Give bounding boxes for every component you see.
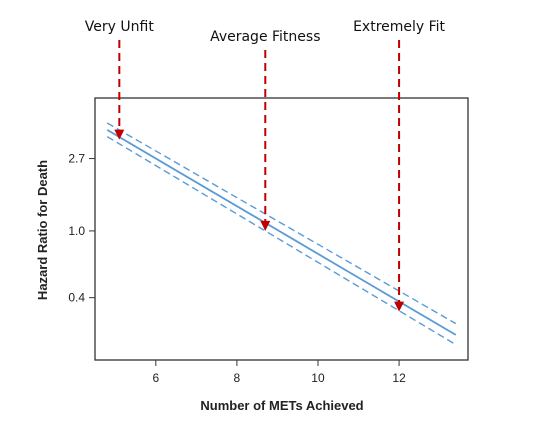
x-tick-label: 8 [234, 371, 241, 385]
annotation-average-fitness: Average Fitness [210, 29, 320, 45]
series-line-lower-ci [106, 135, 457, 346]
series-line-upper-ci [106, 122, 457, 325]
y-tick-label: 0.4 [68, 291, 85, 305]
arrowhead-icon [394, 301, 405, 312]
y-tick-label: 2.7 [68, 152, 85, 166]
annotation-very-unfit: Very Unfit [85, 19, 155, 35]
y-axis-label: Hazard Ratio for Death [35, 160, 50, 300]
arrowhead-icon [260, 220, 271, 231]
x-tick-label: 10 [311, 371, 325, 385]
arrowhead-icon [114, 129, 125, 140]
x-tick-label: 12 [392, 371, 406, 385]
x-axis-label: Number of METs Achieved [200, 398, 363, 413]
annotation-extremely-fit: Extremely Fit [353, 19, 445, 35]
y-tick-label: 1.0 [68, 224, 85, 238]
plot-frame [94, 97, 469, 361]
series-line-estimate [106, 129, 457, 336]
x-tick-label: 6 [152, 371, 159, 385]
